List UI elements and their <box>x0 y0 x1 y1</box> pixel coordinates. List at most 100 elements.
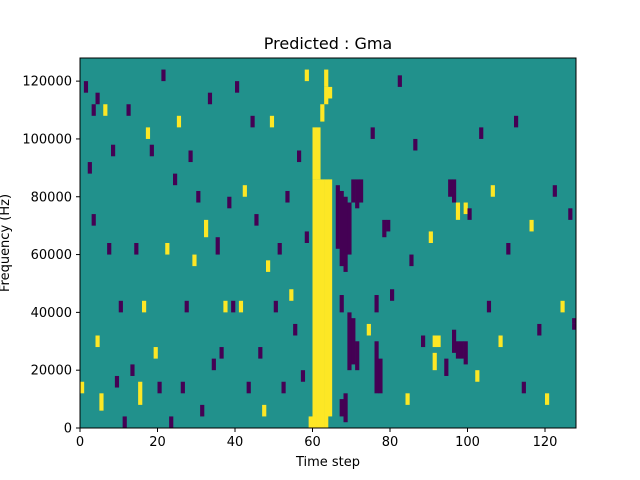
heatmap-cell <box>316 179 321 428</box>
heatmap-cell <box>444 358 449 376</box>
heatmap-cell <box>293 323 298 336</box>
heatmap-cell <box>537 323 542 336</box>
x-tick-label: 40 <box>227 435 244 450</box>
heatmap-cell <box>180 381 185 394</box>
heatmap-cell <box>347 312 352 371</box>
heatmap-cell <box>366 323 371 336</box>
heatmap-cell <box>122 416 127 428</box>
heatmap-cell <box>200 404 205 417</box>
heatmap-cell <box>80 381 85 394</box>
heatmap-cell <box>421 335 426 348</box>
heatmap-cell <box>250 115 255 128</box>
heatmap-cell <box>448 179 453 197</box>
y-tick-label: 80000 <box>31 190 72 205</box>
heatmap-cell <box>324 86 329 105</box>
heatmap-cell <box>560 300 565 313</box>
heatmap-cell <box>277 243 282 255</box>
heatmap-cell <box>211 358 216 371</box>
heatmap-cell <box>227 196 232 209</box>
x-axis-ticks: 0 20 40 60 80 100 120 <box>76 428 558 450</box>
heatmap-cell <box>455 202 461 220</box>
heatmap-cell <box>223 300 228 313</box>
heatmap-cell <box>83 81 89 93</box>
heatmap-cell <box>99 393 104 411</box>
y-axis-ticks: 0 20000 40000 60000 80000 100000 120000 <box>22 75 80 437</box>
heatmap-cell <box>238 300 244 313</box>
heatmap-cell <box>103 104 108 116</box>
heatmap-cell <box>328 179 333 417</box>
heatmap-cell <box>572 318 577 324</box>
heatmap-cell <box>254 214 259 226</box>
heatmap-cell <box>297 150 302 163</box>
heatmap-cell <box>242 185 247 197</box>
heatmap-cell <box>207 92 213 105</box>
heatmap-cell <box>343 196 348 272</box>
heatmap-cell <box>529 219 534 232</box>
heatmap-cell <box>95 335 100 348</box>
heatmap-cell <box>184 300 189 313</box>
heatmap-cell <box>486 300 492 313</box>
heatmap-cell <box>95 92 100 105</box>
x-tick-label: 0 <box>76 435 84 450</box>
x-axis-label: Time step <box>295 455 360 470</box>
heatmap-cell <box>370 127 375 139</box>
heatmap-cell <box>169 416 174 428</box>
heatmap-cell <box>308 416 313 428</box>
heatmap-cell <box>351 318 356 365</box>
heatmap-cell <box>258 347 263 359</box>
y-tick-label: 40000 <box>31 306 72 321</box>
heatmap-cell <box>153 347 158 359</box>
heatmap-cell <box>107 243 112 255</box>
heatmap-cell <box>312 179 317 428</box>
heatmap-cell <box>436 335 441 348</box>
heatmap-cell <box>432 335 437 348</box>
heatmap-cell <box>409 254 414 267</box>
heatmap-cell <box>324 69 329 87</box>
heatmap-cell <box>452 329 457 353</box>
heatmap-cell <box>304 69 309 82</box>
y-tick-label: 100000 <box>22 132 72 147</box>
heatmap-cell <box>266 260 271 272</box>
heatmap-cell <box>246 381 251 394</box>
heatmap-cell <box>452 179 457 203</box>
heatmap-cell <box>312 127 317 180</box>
heatmap-cell <box>204 219 209 238</box>
heatmap-cell <box>134 243 139 255</box>
heatmap-cell <box>374 341 379 394</box>
heatmap-cell <box>142 300 147 313</box>
heatmap-cell <box>479 127 484 139</box>
heatmap-cell <box>378 358 383 394</box>
heatmap-cell <box>118 300 123 313</box>
x-tick-label: 120 <box>533 435 558 450</box>
x-tick-label: 60 <box>304 435 321 450</box>
heatmap-cells <box>80 69 577 428</box>
x-tick-label: 20 <box>149 435 166 450</box>
heatmap-cell <box>192 254 197 267</box>
heatmap-cell <box>235 81 240 93</box>
heatmap-cell <box>289 289 294 301</box>
heatmap-cell <box>262 404 267 417</box>
heatmap-cell <box>347 202 352 255</box>
heatmap-cell <box>339 190 344 267</box>
plot-area <box>79 57 577 429</box>
heatmap-cell <box>138 381 143 405</box>
heatmap-cell <box>514 115 519 128</box>
heatmap-cell <box>459 341 464 359</box>
heatmap-cell <box>405 393 410 405</box>
heatmap-cell <box>572 323 577 330</box>
heatmap-cell <box>87 162 92 174</box>
heatmap-cell <box>343 393 348 423</box>
heatmap-cell <box>552 185 557 197</box>
heatmap-cell <box>374 295 379 313</box>
heatmap-cell <box>351 179 356 203</box>
heatmap-cell <box>145 127 151 139</box>
heatmap-cell <box>328 86 333 99</box>
heatmap-cell <box>413 138 418 151</box>
heatmap-cell <box>304 231 309 243</box>
plot-frame <box>79 57 577 429</box>
heatmap-cell <box>114 375 120 388</box>
heatmap-cell <box>521 381 526 394</box>
heatmap-cell <box>188 150 193 163</box>
heatmap-cell <box>545 393 550 405</box>
